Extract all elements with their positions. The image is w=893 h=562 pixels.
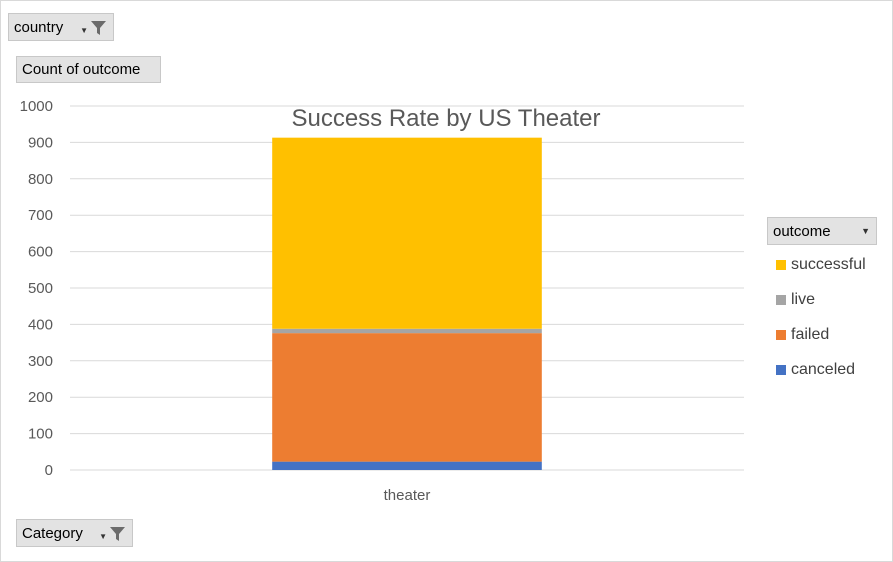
bar-failed[interactable] — [272, 333, 542, 462]
chart-title: Success Rate by US Theater — [291, 105, 600, 132]
value-field-label: Count of outcome — [22, 61, 141, 78]
legend-label: live — [791, 290, 816, 308]
legend-swatch — [776, 294, 786, 305]
legend-label: failed — [791, 325, 830, 343]
y-tick-label: 500 — [28, 280, 53, 297]
legend-label: canceled — [791, 360, 856, 378]
bar-successful[interactable] — [272, 137, 542, 329]
y-tick-label: 400 — [28, 316, 53, 333]
y-tick-label: 700 — [28, 207, 53, 224]
filter-icon — [91, 20, 106, 35]
legend-item-failed[interactable]: failed — [776, 317, 866, 352]
bar-live[interactable] — [272, 328, 542, 334]
outcome-legend-label: outcome — [773, 222, 831, 240]
legend: successful live failed canceled — [776, 247, 866, 387]
country-filter-button[interactable]: country ▼ — [8, 13, 114, 41]
bar-canceled[interactable] — [272, 461, 542, 470]
bars — [272, 137, 542, 470]
legend-swatch — [776, 329, 786, 340]
dropdown-arrow-icon: ▼ — [80, 25, 88, 35]
filter-icon — [110, 526, 125, 541]
legend-item-successful[interactable]: successful — [776, 247, 866, 282]
dropdown-arrow-icon: ▼ — [861, 226, 870, 236]
y-tick-label: 1000 — [20, 98, 53, 115]
category-filter-label: Category — [22, 524, 83, 542]
legend-swatch — [776, 259, 786, 270]
legend-item-canceled[interactable]: canceled — [776, 352, 866, 387]
legend-swatch — [776, 364, 786, 375]
dropdown-arrow-icon: ▼ — [99, 531, 107, 541]
value-field-button[interactable]: Count of outcome — [16, 56, 161, 83]
y-tick-label: 200 — [28, 389, 53, 406]
y-tick-label: 900 — [28, 134, 53, 151]
y-tick-label: 0 — [45, 462, 53, 479]
category-filter-button[interactable]: Category ▼ — [16, 519, 133, 547]
y-tick-label: 300 — [28, 353, 53, 370]
y-tick-label: 600 — [28, 244, 53, 261]
legend-label: successful — [791, 255, 866, 273]
country-filter-label: country — [14, 18, 64, 36]
y-tick-label: 800 — [28, 171, 53, 188]
outcome-legend-button[interactable]: outcome ▼ — [767, 217, 877, 245]
y-axis: 0 100 200 300 400 500 600 700 800 900 1000 — [20, 98, 53, 479]
x-tick-label: theater — [384, 487, 431, 504]
x-axis: theater — [384, 487, 431, 504]
legend-item-live[interactable]: live — [776, 282, 866, 317]
y-tick-label: 100 — [28, 426, 53, 443]
